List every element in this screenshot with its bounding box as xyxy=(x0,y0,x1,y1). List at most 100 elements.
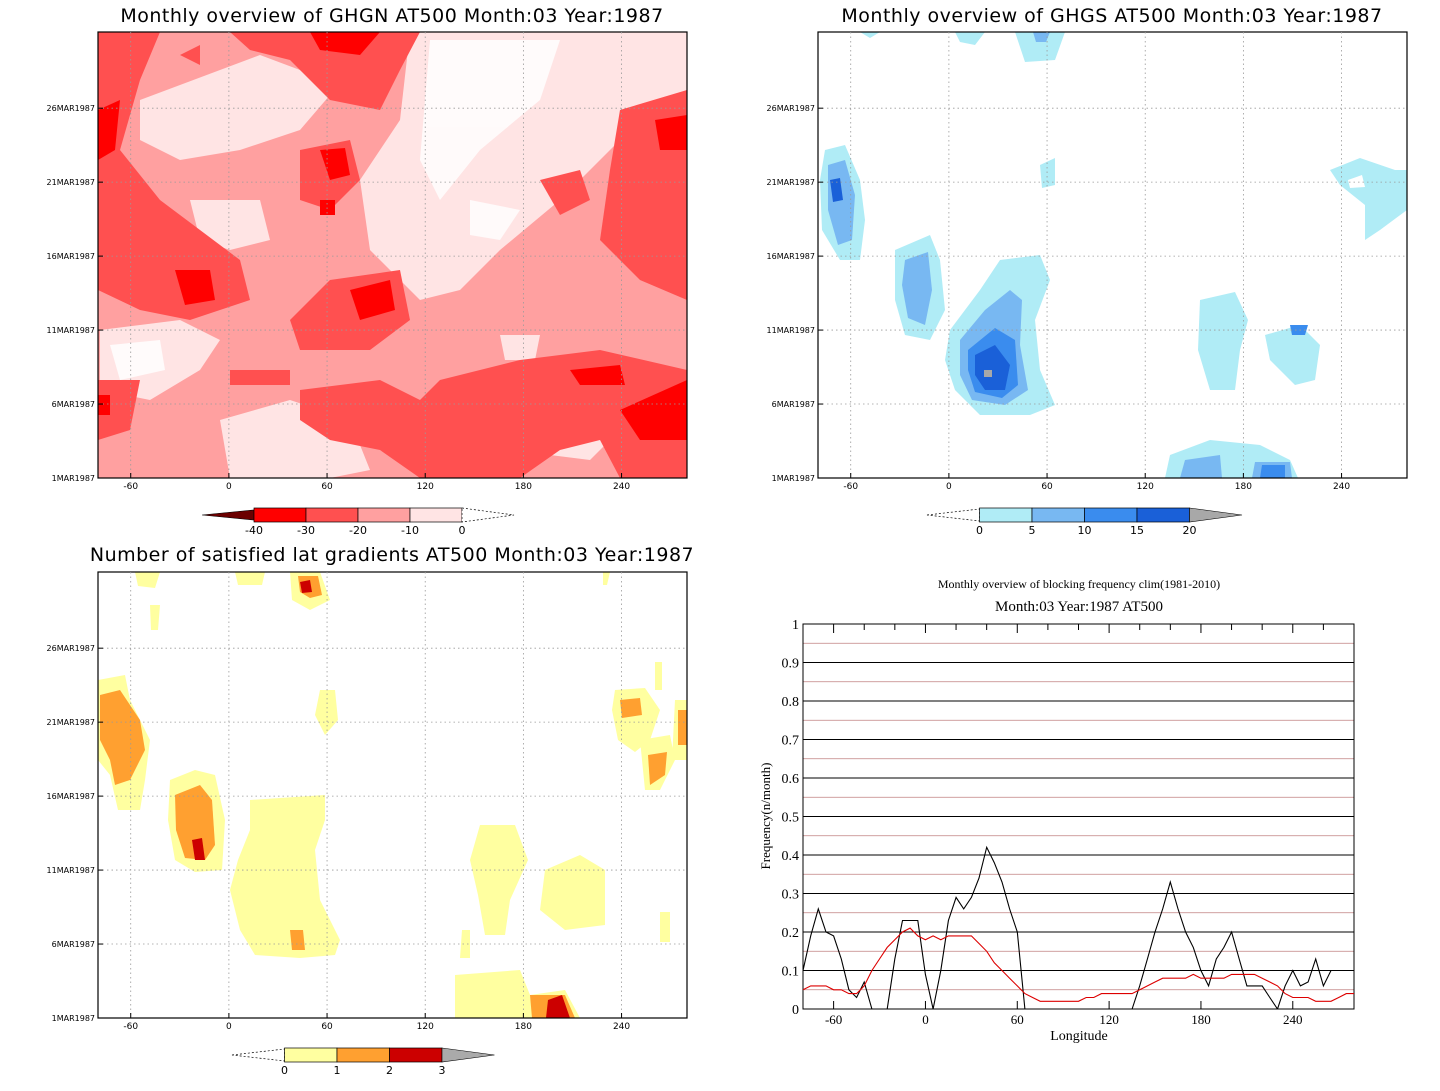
ghgn-colorbar-box xyxy=(357,507,411,523)
ghgs-colorbar-box xyxy=(979,507,1033,523)
ghgn-colorbar-label: -30 xyxy=(297,524,315,537)
sat-field xyxy=(98,572,687,1018)
freq-line-clim xyxy=(803,927,1354,1002)
freq-y-tick-label: 0 xyxy=(792,1003,799,1018)
sat-colorbar-left-arrow xyxy=(231,1048,285,1062)
ghgs-colorbar-label: 5 xyxy=(1029,524,1036,537)
ghgn-colorbar-left-arrow xyxy=(201,509,255,521)
freq-x-tick-label: 0 xyxy=(922,1012,929,1027)
ghgs-colorbar-box xyxy=(1084,507,1138,523)
ghgs-grid xyxy=(818,32,1407,478)
ghgs-x-ticks: -60 0 60 120 180 240 xyxy=(843,473,1350,492)
ghgn-colorbar-box xyxy=(305,507,359,523)
ghgn-colorbar-box xyxy=(409,507,463,523)
sat-layer-2-3 xyxy=(192,580,570,1018)
ghgn-layer-strong xyxy=(98,32,687,440)
freq-x-tick-label: 60 xyxy=(1011,1012,1024,1027)
freq-y-tick-label: 0.6 xyxy=(782,772,800,787)
ghgs-y-tick-label: 26MAR1987 xyxy=(767,104,815,113)
ghgn-colorbar-label: -20 xyxy=(349,524,367,537)
ghgn-colorbar-box xyxy=(253,507,307,523)
sat-colorbar-box xyxy=(389,1047,443,1063)
ghgn-field xyxy=(98,32,687,478)
ghgs-colorbar-box xyxy=(1136,507,1190,523)
ghgs-layer-15-20 xyxy=(830,178,1010,390)
ghgn-x-tick-label: 0 xyxy=(226,482,232,492)
ghgs-y-tick-label: 6MAR1987 xyxy=(772,400,815,409)
ghgs-layer-gt20 xyxy=(984,370,992,377)
sat-colorbar-label: 1 xyxy=(334,1064,341,1077)
sat-frame xyxy=(97,571,688,1019)
ghgn-colorbar: -40 -30 -20 -10 0 xyxy=(201,507,515,537)
ghgn-x-tick-label: 60 xyxy=(321,482,333,492)
ghgs-colorbar-right-arrow xyxy=(1189,507,1243,523)
ghgn-y-tick-label: 26MAR1987 xyxy=(47,104,95,113)
ghgs-title: Monthly overview of GHGS AT500 Month:03 … xyxy=(841,5,1382,27)
ghgn-x-tick-label: -60 xyxy=(123,482,138,492)
sat-colorbar-label: 0 xyxy=(281,1064,288,1077)
ghgn-y-ticks: 1MAR1987 6MAR1987 11MAR1987 16MAR1987 21MAR1… xyxy=(47,104,103,483)
sat-colorbar-label: 3 xyxy=(439,1064,446,1077)
sat-y-tick-label: 16MAR1987 xyxy=(47,792,95,801)
ghgs-y-tick-label: 21MAR1987 xyxy=(767,178,815,187)
sat-y-tick-label: 6MAR1987 xyxy=(52,940,95,949)
ghgs-x-tick-label: 180 xyxy=(1235,482,1252,492)
sat-x-tick-label: 240 xyxy=(613,1022,630,1032)
sat-y-tick-label: 1MAR1987 xyxy=(52,1014,95,1023)
ghgn-x-tick-label: 240 xyxy=(613,482,630,492)
freq-subtitle: Month:03 Year:1987 AT500 xyxy=(995,599,1163,615)
ghgs-y-tick-label: 11MAR1987 xyxy=(767,326,815,335)
panel-sat: Number of satisfied lat gradients AT500 … xyxy=(47,544,694,1077)
ghgn-grid xyxy=(98,32,687,478)
freq-y-tick-label: 0.5 xyxy=(782,811,800,826)
sat-title: Number of satisfied lat gradients AT500 … xyxy=(90,544,694,566)
sat-y-ticks: 1MAR1987 6MAR1987 11MAR1987 16MAR1987 21MAR1… xyxy=(47,644,103,1023)
panel-ghgs: Monthly overview of GHGS AT500 Month:03 … xyxy=(767,5,1408,537)
ghgn-frame xyxy=(97,31,688,479)
freq-x-tick-label: 180 xyxy=(1191,1012,1211,1027)
ghgs-layer-0-5 xyxy=(820,32,1407,478)
ghgn-colorbar-label: -40 xyxy=(245,524,263,537)
sat-colorbar-box xyxy=(284,1047,338,1063)
ghgn-y-tick-label: 16MAR1987 xyxy=(47,252,95,261)
freq-x-tick-label: 120 xyxy=(1099,1012,1119,1027)
freq-line-year xyxy=(803,845,1354,1009)
ghgs-colorbar-label: 10 xyxy=(1078,524,1092,537)
sat-colorbar-right-arrow xyxy=(441,1047,495,1063)
panel-ghgn: Monthly overview of GHGN AT500 Month:03 … xyxy=(47,5,688,537)
sat-layer-0-1 xyxy=(98,572,687,1018)
freq-y-tick-label: 0.1 xyxy=(782,965,800,980)
freq-xlabel: Longitude xyxy=(1050,1029,1108,1044)
sat-x-tick-label: 180 xyxy=(515,1022,532,1032)
sat-y-tick-label: 11MAR1987 xyxy=(47,866,95,875)
ghgs-colorbar-label: 15 xyxy=(1130,524,1144,537)
ghgs-colorbar-left-arrow xyxy=(926,508,980,522)
ghgs-x-tick-label: 120 xyxy=(1137,482,1154,492)
sat-y-tick-label: 21MAR1987 xyxy=(47,718,95,727)
freq-y-tick-label: 0.4 xyxy=(782,849,800,864)
ghgs-x-tick-label: 0 xyxy=(946,482,952,492)
sat-y-tick-label: 26MAR1987 xyxy=(47,644,95,653)
freq-title: Monthly overview of blocking frequency c… xyxy=(938,577,1220,591)
ghgs-colorbar-label: 0 xyxy=(976,524,983,537)
ghgs-layer-hole xyxy=(1348,175,1365,188)
sat-colorbar-box xyxy=(336,1047,390,1063)
ghgs-field xyxy=(820,32,1407,478)
sat-colorbar: 0 1 2 3 xyxy=(231,1047,495,1077)
freq-y-tick-label: 0.8 xyxy=(782,695,800,710)
ghgs-y-tick-label: 1MAR1987 xyxy=(772,474,815,483)
sat-x-tick-label: 60 xyxy=(321,1022,333,1032)
ghgs-colorbar-box xyxy=(1031,507,1085,523)
freq-x-tick-label: -60 xyxy=(825,1012,842,1027)
sat-x-ticks: -60 0 60 120 180 240 xyxy=(123,1013,630,1032)
ghgs-colorbar: 0 5 10 15 20 xyxy=(926,507,1243,537)
freq-plot-area: 0 0.1 0.2 0.3 0.4 0.5 0.6 0.7 0.8 0.9 1 -60 0 60 120 18… xyxy=(782,618,1355,1027)
ghgn-colorbar-label: -10 xyxy=(401,524,419,537)
freq-y-tick-label: 0.3 xyxy=(782,888,800,903)
sat-layer-1-2 xyxy=(100,576,687,1018)
sat-grid xyxy=(98,572,687,1018)
ghgn-x-ticks: -60 0 60 120 180 240 xyxy=(123,473,630,492)
ghgs-y-ticks: 1MAR1987 6MAR1987 11MAR1987 16MAR1987 21MAR1… xyxy=(767,104,823,483)
ghgn-title: Monthly overview of GHGN AT500 Month:03 … xyxy=(120,5,663,27)
